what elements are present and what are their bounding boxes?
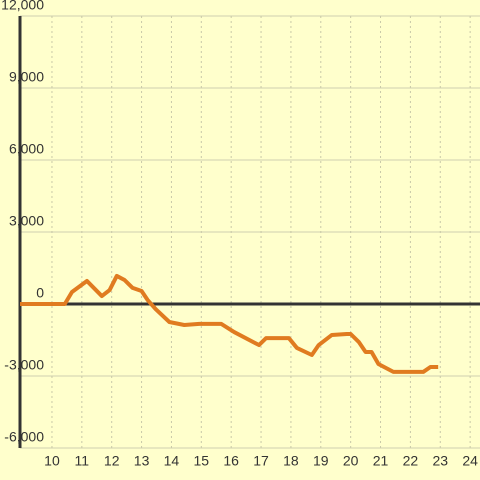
x-tick-label: 23 bbox=[432, 453, 448, 469]
y-tick-label: 9,000 bbox=[9, 69, 44, 85]
y-tick-label: -6,000 bbox=[4, 429, 44, 445]
x-tick-label: 15 bbox=[194, 453, 210, 469]
x-tick-label: 19 bbox=[313, 453, 329, 469]
x-tick-label: 18 bbox=[283, 453, 299, 469]
y-tick-label: 12,000 bbox=[1, 0, 44, 13]
x-tick-label: 22 bbox=[403, 453, 419, 469]
series-line bbox=[20, 273, 439, 374]
x-tick-label: 16 bbox=[223, 453, 239, 469]
y-tick-label: 6,000 bbox=[9, 141, 44, 157]
x-tick-label: 14 bbox=[164, 453, 180, 469]
x-tick-label: 21 bbox=[373, 453, 389, 469]
x-tick-label: 10 bbox=[44, 453, 60, 469]
x-tick-label: 24 bbox=[462, 453, 478, 469]
x-tick-label: 12 bbox=[104, 453, 120, 469]
y-tick-label: -3,000 bbox=[4, 357, 44, 373]
x-tick-label: 11 bbox=[75, 453, 90, 469]
y-tick-label: 0 bbox=[36, 285, 44, 301]
y-tick-label: 3,000 bbox=[9, 213, 44, 229]
x-tick-label: 17 bbox=[253, 453, 269, 469]
x-tick-label: 13 bbox=[134, 453, 150, 469]
x-tick-label: 20 bbox=[343, 453, 359, 469]
